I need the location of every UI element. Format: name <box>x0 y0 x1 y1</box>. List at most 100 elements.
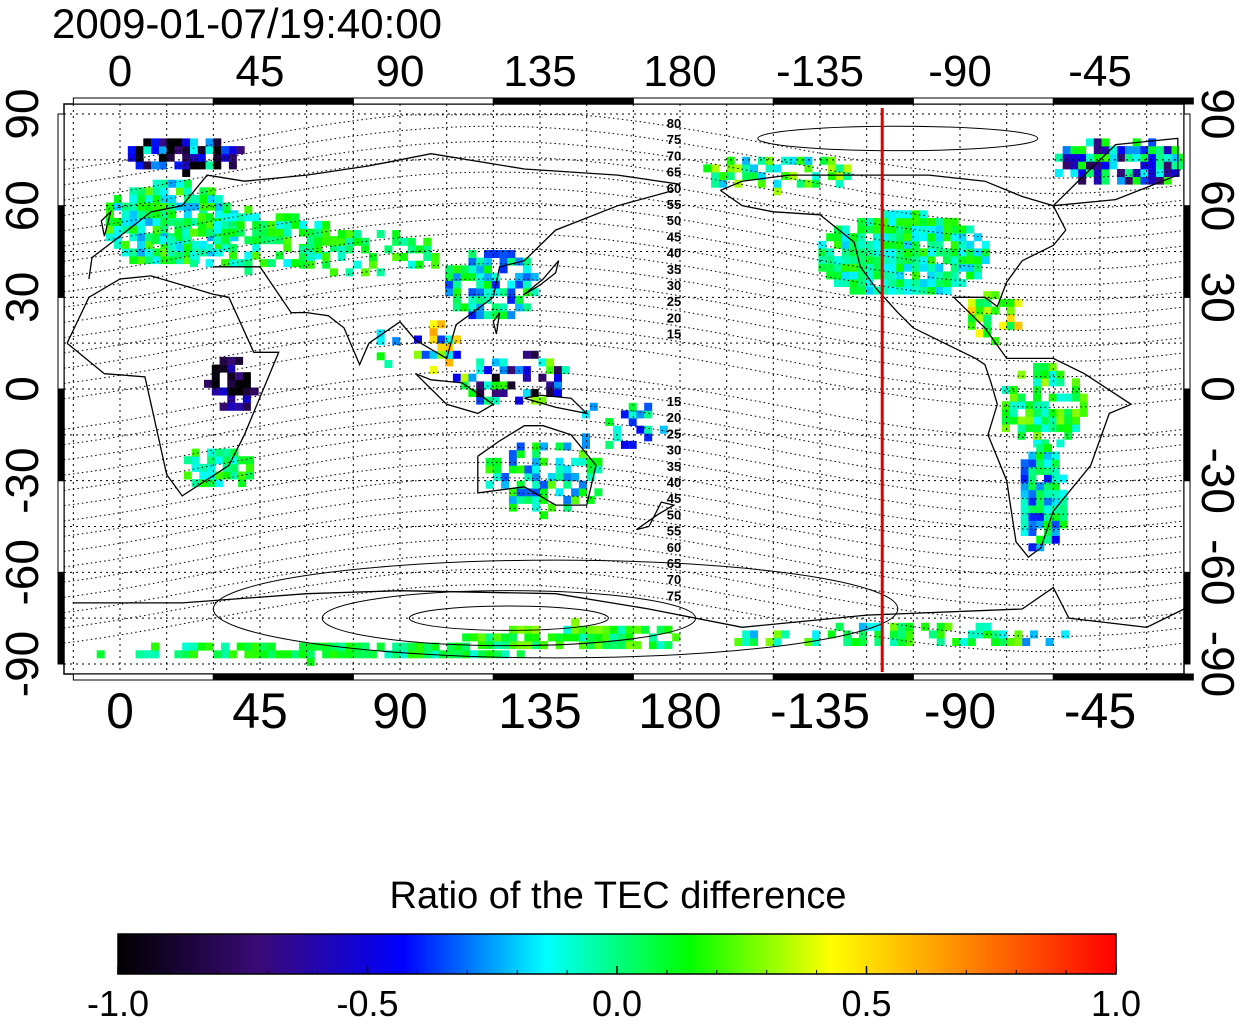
coastlines <box>66 137 1184 628</box>
contour-label: 70 <box>667 148 681 163</box>
lon-tick-label-top: 0 <box>108 47 132 96</box>
contour-label: 60 <box>667 540 681 555</box>
lon-tick-label-top: -45 <box>1068 47 1132 96</box>
lat-tick-label-right: 60 <box>1192 180 1240 231</box>
top-longitude-labels: 0 45 90 135 180 -135 -90 -45 <box>108 47 1132 96</box>
axis-band-segment <box>1052 673 1194 681</box>
contour-label: 40 <box>667 475 681 490</box>
axis-band-segment <box>352 97 494 105</box>
magnetic-contours <box>64 114 1184 659</box>
contour-label: 70 <box>667 572 681 587</box>
lon-tick-label-bottom: 0 <box>106 683 134 739</box>
axis-band-segment <box>632 673 774 681</box>
contour-label: 45 <box>667 229 681 244</box>
colorbar-tick-label: 0.0 <box>592 983 642 1024</box>
bottom-longitude-labels: 0 45 90 135 180 -135 -90 -45 <box>106 683 1136 739</box>
contour-label: 25 <box>667 426 681 441</box>
contour-label: 20 <box>667 310 681 325</box>
contour-label: 25 <box>667 294 681 309</box>
contour-label: 55 <box>667 524 681 539</box>
contour-label: 15 <box>667 394 681 409</box>
contour-label: 65 <box>667 556 681 571</box>
lon-tick-label-bottom: 135 <box>498 683 581 739</box>
lat-tick-label-right: -90 <box>1192 631 1240 697</box>
axis-band-segment <box>772 97 914 105</box>
axis-band-segment <box>57 571 65 665</box>
colorbar-tick-label: -0.5 <box>336 983 398 1024</box>
lat-tick-label-right: 0 <box>1192 376 1240 402</box>
contour-label: 75 <box>667 588 681 603</box>
contour-label: 20 <box>667 410 681 425</box>
contour-label: 35 <box>667 459 681 474</box>
contour-labels: 8075706560555045403530252015152025303540… <box>667 116 681 603</box>
lon-tick-label-bottom: -45 <box>1064 683 1136 739</box>
contour-label: 40 <box>667 246 681 261</box>
axis-band-segment <box>912 673 1054 681</box>
contour-label: 15 <box>667 327 681 342</box>
axis-band-segment <box>632 97 774 105</box>
lat-tick-label-right: 90 <box>1192 88 1240 139</box>
lon-tick-label-top: 180 <box>643 47 716 96</box>
contour-label: 80 <box>667 116 681 131</box>
axis-band-segment <box>1183 571 1191 665</box>
right-latitude-labels: 90 60 30 0 -30 -60 -90 <box>1192 88 1240 697</box>
lon-tick-label-top: -90 <box>928 47 992 96</box>
colorbar-tick-label: 1.0 <box>1091 983 1141 1024</box>
lat-tick-label-left: 0 <box>0 376 48 402</box>
lon-tick-label-top: 45 <box>236 47 285 96</box>
axis-bands <box>57 97 1194 681</box>
lon-tick-label-bottom: 45 <box>232 683 288 739</box>
lon-tick-label-bottom: -135 <box>770 683 870 739</box>
axis-band-segment <box>492 673 634 681</box>
colorbar-ticks: -1.0 -0.5 0.0 0.5 1.0 <box>87 966 1141 1024</box>
map-grid <box>64 104 1184 674</box>
lon-tick-label-bottom: -90 <box>924 683 996 739</box>
lat-tick-label-left: -60 <box>0 539 48 605</box>
axis-band-segment <box>72 673 214 681</box>
contour-label: 60 <box>667 181 681 196</box>
contour-label: 55 <box>667 197 681 212</box>
axis-band-segment <box>1183 205 1191 298</box>
lon-tick-label-top: 90 <box>376 47 425 96</box>
timestamp-title: 2009-01-07/19:40:00 <box>52 0 442 47</box>
contour-label: 30 <box>667 278 681 293</box>
lat-tick-label-left: -30 <box>0 447 48 513</box>
colorbar-tick-label: 0.5 <box>841 983 891 1024</box>
axis-band-segment <box>1183 296 1191 390</box>
contour-label: 35 <box>667 262 681 277</box>
lon-tick-label-bottom: 180 <box>638 683 721 739</box>
axis-band-segment <box>352 673 494 681</box>
axis-band-segment <box>72 97 214 105</box>
axis-band-segment <box>1052 97 1194 105</box>
lat-tick-label-right: 30 <box>1192 272 1240 323</box>
axis-band-segment <box>492 97 634 105</box>
lat-tick-label-right: -60 <box>1192 539 1240 605</box>
axis-band-segment <box>57 480 65 573</box>
lat-tick-label-left: 90 <box>0 88 48 139</box>
colorbar-title: Ratio of the TEC difference <box>390 875 847 917</box>
axis-band-segment <box>57 388 65 482</box>
contour-label: 75 <box>667 132 681 147</box>
axis-band-segment <box>912 97 1054 105</box>
axis-band-segment <box>1183 113 1191 207</box>
axis-band-segment <box>57 205 65 298</box>
lat-tick-label-left: 30 <box>0 272 48 323</box>
lat-tick-label-right: -30 <box>1192 447 1240 513</box>
lon-tick-label-top: -135 <box>776 47 864 96</box>
axis-band-segment <box>1183 388 1191 482</box>
colorbar-tick-label: -1.0 <box>87 983 149 1024</box>
axis-band-segment <box>772 673 914 681</box>
lat-tick-label-left: -90 <box>0 631 48 697</box>
map-plot: 8075706560555045403530252015152025303540… <box>57 97 1194 681</box>
lat-tick-label-left: 60 <box>0 180 48 231</box>
axis-band-segment <box>57 113 65 207</box>
contour-label: 65 <box>667 165 681 180</box>
axis-band-segment <box>212 673 354 681</box>
axis-band-segment <box>57 296 65 390</box>
left-latitude-labels: 90 60 30 0 -30 -60 -90 <box>0 88 48 697</box>
axis-band-segment <box>1183 480 1191 573</box>
contour-label: 30 <box>667 443 681 458</box>
contour-label: 50 <box>667 507 681 522</box>
contour-label: 45 <box>667 491 681 506</box>
